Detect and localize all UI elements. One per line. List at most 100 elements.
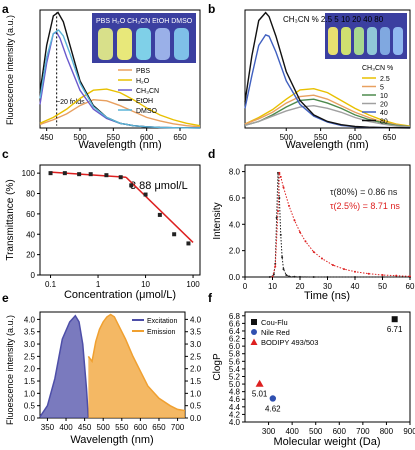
xlabel-b: Wavelength (nm) bbox=[285, 139, 368, 151]
marker-cou-flu bbox=[391, 316, 398, 323]
legend-label-a: H₂O bbox=[136, 78, 150, 85]
x-tick-label-b: 600 bbox=[348, 133, 362, 142]
decay-point-d bbox=[354, 270, 356, 273]
x-tick-label-f: 600 bbox=[333, 427, 347, 436]
series-line-b bbox=[244, 105, 411, 128]
x-tick-label-f: 300 bbox=[262, 427, 276, 436]
x-tick-label-d: 20 bbox=[296, 282, 305, 291]
x-tick-label-e: 600 bbox=[134, 423, 148, 432]
y-tick-label-e: 1.5 bbox=[24, 377, 36, 386]
x-tick-label-a: 550 bbox=[107, 133, 121, 142]
xlabel-d: Time (ns) bbox=[304, 290, 350, 302]
plot-frame-c bbox=[39, 164, 201, 276]
series-line-a bbox=[39, 98, 201, 128]
panel-letter-b: b bbox=[208, 2, 215, 16]
ylabel-f: ClogP bbox=[212, 353, 223, 381]
decay-point-d bbox=[321, 257, 323, 260]
y-tick-label-e: 2.0 bbox=[190, 365, 202, 374]
annotation-tau-2-5: τ(2.5%) = 8.71 ns bbox=[330, 201, 400, 211]
decay-point-d bbox=[367, 272, 370, 275]
series-line-a bbox=[39, 88, 201, 127]
data-point-c bbox=[172, 232, 177, 237]
y-tick-label-e: 0.5 bbox=[190, 402, 202, 411]
decay-point-d bbox=[277, 171, 279, 174]
decay-point-d bbox=[274, 265, 277, 268]
x-tick-label-c: 0.1 bbox=[45, 280, 57, 289]
x-tick-label-a: 450 bbox=[40, 133, 54, 142]
decay-point-d bbox=[285, 274, 288, 277]
decay-point-d bbox=[281, 256, 284, 259]
legend-label-b: 80 bbox=[380, 119, 388, 126]
series-line-b bbox=[244, 98, 411, 128]
legend-label-e: Excitation bbox=[147, 318, 177, 325]
series-line-b bbox=[244, 11, 411, 129]
marker-nile-red bbox=[269, 395, 277, 402]
y-tick-label-f: 6.8 bbox=[229, 312, 241, 321]
y-tick-label-e: 0.5 bbox=[24, 402, 36, 411]
x-tick-label-f: 500 bbox=[309, 427, 323, 436]
legend-label-e: Emission bbox=[147, 329, 176, 336]
x-tick-label-b: 550 bbox=[314, 133, 328, 142]
x-tick-label-c: 1 bbox=[96, 280, 101, 289]
ylabel-d: Intensity bbox=[212, 202, 223, 239]
legend-marker-f bbox=[251, 319, 257, 325]
y-tick-label-c: 20 bbox=[26, 251, 35, 260]
y-tick-label-f: 4.2 bbox=[229, 410, 241, 419]
y-tick-label-d: 0.0 bbox=[229, 273, 241, 282]
data-point-c bbox=[118, 175, 123, 180]
decay-point-d bbox=[288, 204, 290, 207]
x-tick-label-d: 50 bbox=[378, 282, 387, 291]
x-tick-label-e: 400 bbox=[59, 423, 73, 432]
y-tick-label-f: 4.0 bbox=[229, 418, 241, 427]
y-tick-label-f: 4.4 bbox=[229, 403, 241, 412]
legend-label-a: CH₃CN bbox=[136, 88, 159, 95]
y-tick-label-e: 0.0 bbox=[24, 414, 36, 423]
legend-label-b: 20 bbox=[380, 102, 388, 109]
annotation-tau-80: τ(80%) = 0.86 ns bbox=[330, 187, 398, 197]
annotation-folds: ~20 folds bbox=[56, 99, 85, 106]
series-line-b bbox=[244, 87, 411, 127]
data-point-c bbox=[143, 192, 148, 197]
x-tick-label-a: 650 bbox=[173, 133, 187, 142]
y-tick-label-f: 6.4 bbox=[229, 327, 241, 336]
x-tick-label-e: 500 bbox=[97, 423, 111, 432]
x-tick-label-f: 400 bbox=[285, 427, 299, 436]
y-tick-label-f: 5.0 bbox=[229, 380, 241, 389]
y-tick-label-e: 0.0 bbox=[190, 414, 202, 423]
decay-point-d bbox=[312, 276, 315, 278]
y-tick-label-e: 1.0 bbox=[190, 389, 202, 398]
decay-point-d bbox=[395, 274, 398, 277]
legend-label-b: 40 bbox=[380, 110, 388, 117]
inset-photo-a: PBS H₂O CH₃CN EtOH DMSO bbox=[92, 13, 196, 63]
data-point-c bbox=[157, 212, 162, 217]
y-tick-label-f: 5.2 bbox=[229, 372, 241, 381]
x-tick-label-e: 650 bbox=[152, 423, 166, 432]
y-tick-label-f: 5.4 bbox=[229, 365, 241, 374]
curve-emission bbox=[87, 313, 186, 412]
legend-label-b: 5 bbox=[380, 85, 384, 92]
decay-point-d bbox=[293, 219, 296, 222]
x-tick-label-d: 0 bbox=[243, 282, 248, 291]
x-tick-label-e: 350 bbox=[41, 423, 55, 432]
legend-label-f: BODIPY 493/503 bbox=[261, 338, 318, 347]
decay-point-d bbox=[282, 268, 285, 271]
x-tick-label-b: 650 bbox=[383, 133, 397, 142]
decay-point-d bbox=[275, 216, 278, 219]
fit-line-c bbox=[125, 176, 194, 243]
area-emission bbox=[88, 314, 185, 418]
y-tick-label-c: 80 bbox=[26, 190, 35, 199]
legend-label-f: Nile Red bbox=[261, 328, 290, 337]
y-tick-label-e: 3.5 bbox=[190, 328, 202, 337]
y-tick-label-e: 3.0 bbox=[24, 340, 36, 349]
panel-letter-d: d bbox=[208, 147, 215, 161]
panel-letter-a: a bbox=[2, 2, 9, 16]
curve-excitation bbox=[39, 314, 90, 419]
y-tick-label-f: 4.6 bbox=[229, 395, 241, 404]
decay-point-d bbox=[278, 171, 281, 174]
legend-label-f: Cou-Flu bbox=[261, 318, 288, 327]
y-tick-label-f: 5.6 bbox=[229, 357, 241, 366]
x-tick-label-e: 550 bbox=[115, 423, 129, 432]
x-tick-label-a: 600 bbox=[140, 133, 154, 142]
y-tick-label-f: 4.8 bbox=[229, 388, 241, 397]
legend-label-b: 10 bbox=[380, 93, 388, 100]
